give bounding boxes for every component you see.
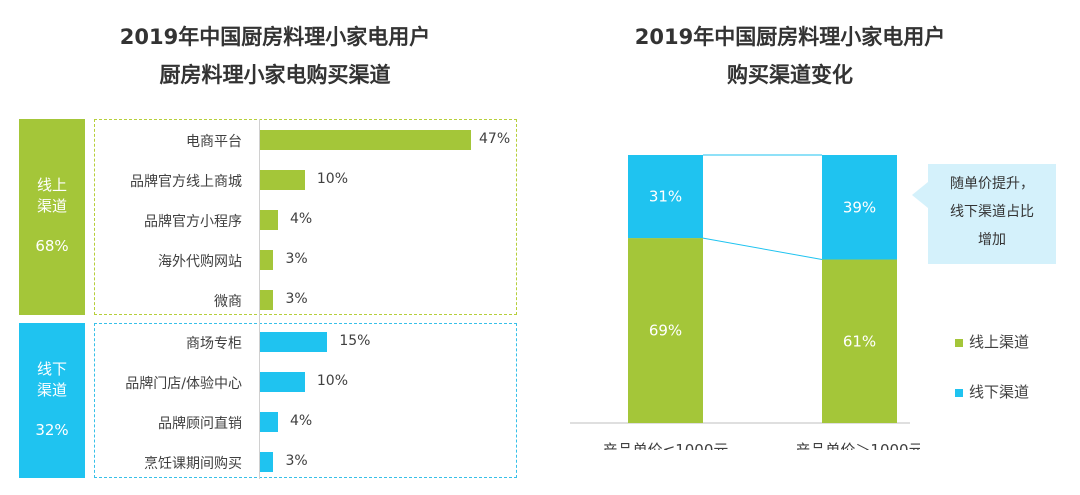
bar [260,412,278,432]
offline-percent: 32% [35,421,69,439]
callout-text: 随单价提升， 线下渠道占比 增加 [928,170,1056,254]
legend-item-online: 线上渠道 [955,331,1029,352]
callout-box [928,164,1056,264]
bar [260,372,305,392]
right-stacked-chart: 69% 31% 产品单价≤1000元 61% 39% 产品单价＞1000元 [570,154,920,450]
online-percent: 68% [35,237,69,255]
bar [260,210,278,230]
segment-label-online: 69% [649,322,682,340]
category-label: 电商平台 [186,134,242,150]
online-group-label: 线上 渠道 68% [19,119,85,315]
bar [260,290,274,310]
bar [260,452,274,472]
bar-value-label: 15% [339,333,371,349]
category-label: 微商 [214,294,242,310]
left-title-line1: 2019年中国厨房料理小家电用户 [119,25,431,49]
category-label: 品牌顾问直销 [158,416,242,432]
bar-value-label: 10% [316,171,349,187]
bar [260,250,274,270]
bar-value-label: 4% [289,211,313,227]
connector-boundary [702,237,823,261]
category-label: 海外代购网站 [158,254,242,270]
online-label-line2: 渠道 [36,197,67,215]
segment-label-offline: 31% [649,188,682,206]
category-label: 商场专柜 [186,336,242,352]
bar [260,332,328,352]
bar-value-label: 4% [289,413,313,429]
offline-label-line2: 渠道 [36,381,67,399]
right-chart-title: 2019年中国厨房料理小家电用户 购买渠道变化 [580,18,1000,94]
online-group-box [94,119,517,315]
legend-label-offline: 线下渠道 [969,383,1030,401]
stacked-bar-offline [822,155,897,260]
stacked-bar-online [822,259,897,423]
legend-item-offline: 线下渠道 [955,381,1029,402]
category-label: 品牌门店/体验中心 [125,376,242,392]
segment-label-offline: 39% [843,198,876,216]
category-label: 产品单价≤1000元 [603,441,729,450]
bar-value-label: 3% [285,291,308,307]
segment-label-online: 61% [843,332,876,350]
callout-line2: 线下渠道占比 [950,204,1034,220]
callout-pointer [912,182,928,208]
offline-group-label: 线下 渠道 32% [19,323,85,478]
stacked-bar-offline [628,155,703,239]
offline-group-box [94,323,517,478]
bar-value-label: 3% [285,453,308,469]
bar-value-label: 3% [285,251,308,267]
bar [260,130,471,150]
right-title-line1: 2019年中国厨房料理小家电用户 [634,25,946,49]
right-title-line2: 购买渠道变化 [727,63,853,87]
stacked-bar-online [628,238,703,423]
legend-swatch-online [955,338,963,347]
left-title-line2: 厨房料理小家电购买渠道 [159,63,391,87]
callout-line3: 增加 [978,232,1006,248]
category-label: 品牌官方线上商城 [130,174,242,190]
left-chart-axis [259,119,260,479]
callout-line1: 随单价提升， [950,176,1034,192]
offline-label-line1: 线下 [36,360,67,378]
category-label: 烹饪课期间购买 [144,456,242,472]
legend-label-online: 线上渠道 [969,333,1030,351]
online-label-line1: 线上 [36,176,67,194]
bar-value-label: 47% [479,131,511,147]
category-label: 品牌官方小程序 [144,214,242,230]
left-chart-title: 2019年中国厨房料理小家电用户 厨房料理小家电购买渠道 [60,18,490,94]
bar-value-label: 10% [316,373,349,389]
legend-swatch-offline [955,388,963,397]
category-label: 产品单价＞1000元 [795,441,920,450]
bar [260,170,305,190]
